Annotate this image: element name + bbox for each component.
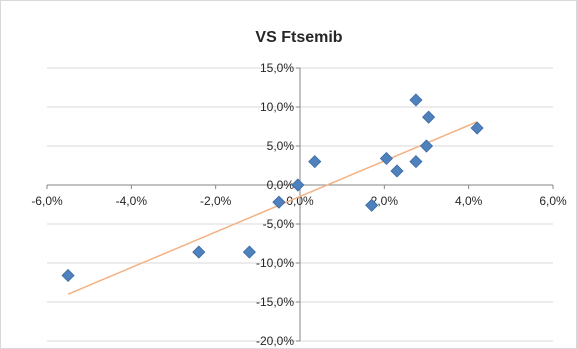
y-tick-label: 10,0% [260,100,294,114]
trendline [67,121,478,295]
x-tick-label: 4,0% [455,194,483,208]
data-point [308,155,322,169]
data-point [242,245,256,259]
data-point [409,155,423,169]
data-point [422,110,436,124]
y-tick-label: -10,0% [256,256,294,270]
x-tick-label: 6,0% [539,194,567,208]
y-tick-label: -20,0% [256,334,294,348]
data-point [419,139,434,153]
trendline-layer [67,121,478,295]
data-point [409,93,423,107]
data-point [291,178,305,192]
y-tick-label: 0,0% [267,178,295,192]
x-tick-label: -4,0% [116,194,148,208]
chart-title: VS Ftsemib [255,29,342,46]
data-point [61,268,75,283]
data-point [192,245,206,259]
y-tick-label: 5,0% [267,139,295,153]
x-tick-label: -6,0% [31,194,63,208]
data-points [61,93,484,283]
data-point [272,195,286,209]
x-tick-label: -2,0% [200,194,232,208]
y-axis-tick-labels: -20,0% -15,0% -10,0% -5,0% 0,0% 5,0% 10,0% 15,0… [256,61,294,348]
x-tick-label: 0,0% [286,194,314,208]
y-tick-label: -5,0% [263,217,295,231]
data-point [379,151,394,166]
data-point [390,164,404,178]
y-tick-label: -15,0% [256,295,294,309]
data-point [365,198,379,212]
data-point [470,121,484,135]
x-axis-tick-labels: -6,0% -4,0% -2,0% 0,0% 2,0% 4,0% 6,0% [31,194,567,208]
x-tick-label: 2,0% [371,194,399,208]
y-tick-label: 15,0% [260,61,294,75]
